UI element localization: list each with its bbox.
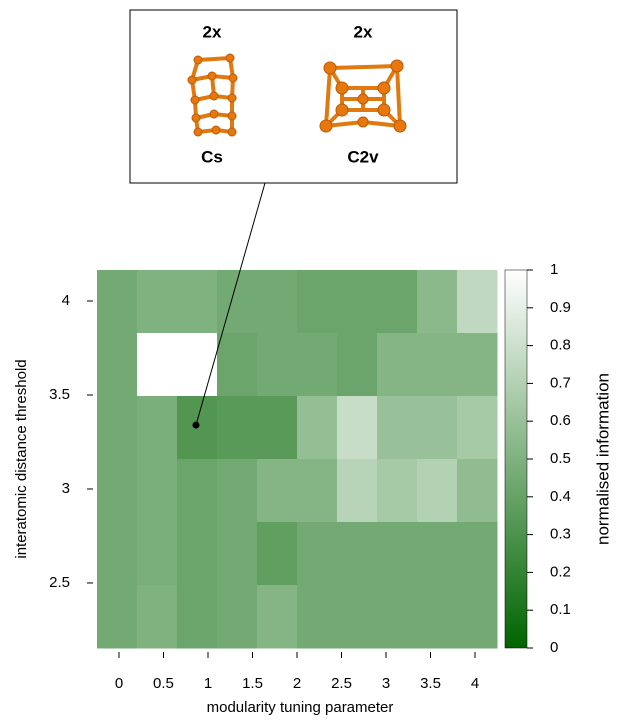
cell [137,459,178,523]
cell [177,522,218,586]
cell [457,270,498,334]
colorbar-tick-label: 0.5 [550,450,571,467]
colorbar-label: normalised information [593,373,612,545]
cell [137,396,178,460]
x-tick-label: 3 [382,675,390,692]
cell [377,522,418,586]
inset-box [130,10,457,183]
cell [97,522,138,586]
colorbar [505,270,527,648]
x-tick-label: 0.5 [153,675,174,692]
cell [377,333,418,397]
y-tick-label: 4 [62,292,70,309]
cell [217,459,258,523]
cell [177,459,218,523]
colorbar-tick-label: 0.6 [550,412,571,429]
cell [297,522,338,586]
cell [137,522,178,586]
cell [137,585,178,649]
cell [457,459,498,523]
cell [457,333,498,397]
cell [177,270,218,334]
cell [297,333,338,397]
y-axis-label: interatomic distance threshold [13,359,30,558]
cell [137,333,178,397]
inset-label: 2x [354,22,373,41]
x-axis-label: modularity tuning parameter [207,699,394,716]
cell [377,396,418,460]
cell [417,396,458,460]
cell [97,270,138,334]
cell [257,459,298,523]
cell [257,333,298,397]
x-tick-label: 2 [293,675,301,692]
inset-label: Cs [201,147,223,166]
cell [217,585,258,649]
inset-label: C2v [347,147,379,166]
cell [377,585,418,649]
x-tick-label: 1.5 [242,675,263,692]
colorbar-tick-label: 0.1 [550,601,571,618]
cell [297,459,338,523]
cell [337,333,378,397]
cell [337,396,378,460]
cell [177,585,218,649]
colorbar-tick-label: 0.7 [550,374,571,391]
cell [337,270,378,334]
cell [97,459,138,523]
cell [257,396,298,460]
cell [417,270,458,334]
cell [457,522,498,586]
x-tick-label: 1 [204,675,212,692]
colorbar-tick-label: 0.9 [550,299,571,316]
x-tick-label: 3.5 [420,675,441,692]
cell [297,585,338,649]
x-tick-label: 2.5 [331,675,352,692]
cell [417,522,458,586]
cell [457,396,498,460]
cell [297,396,338,460]
colorbar-tick-label: 0.3 [550,526,571,543]
cell [137,270,178,334]
cell [297,270,338,334]
colorbar-tick-label: 0.4 [550,488,571,505]
cell [417,333,458,397]
inset-label: 2x [203,22,222,41]
x-tick-label: 0 [115,675,123,692]
cell [97,585,138,649]
cell [257,585,298,649]
cell [417,585,458,649]
cell [337,585,378,649]
cell [377,270,418,334]
cell [257,522,298,586]
cell [417,459,458,523]
colorbar-tick-label: 0.2 [550,563,571,580]
cell [217,333,258,397]
heatmap [97,270,498,649]
chart: 2x 2x Cs C2v modularity tuning parameter… [0,0,617,720]
cell [217,396,258,460]
cell [97,333,138,397]
cell [177,333,218,397]
y-tick-label: 3 [62,480,70,497]
colorbar-tick-label: 0 [550,639,558,656]
colorbar-tick-label: 0.8 [550,337,571,354]
cell [337,459,378,523]
x-tick-label: 4 [471,675,479,692]
cell [257,270,298,334]
cell [457,585,498,649]
cell [337,522,378,586]
y-tick-label: 2.5 [49,574,70,591]
annotation-point [192,422,199,429]
cell [217,522,258,586]
y-tick-label: 3.5 [49,386,70,403]
cell [377,459,418,523]
cell [97,396,138,460]
colorbar-tick-label: 1 [550,261,558,278]
